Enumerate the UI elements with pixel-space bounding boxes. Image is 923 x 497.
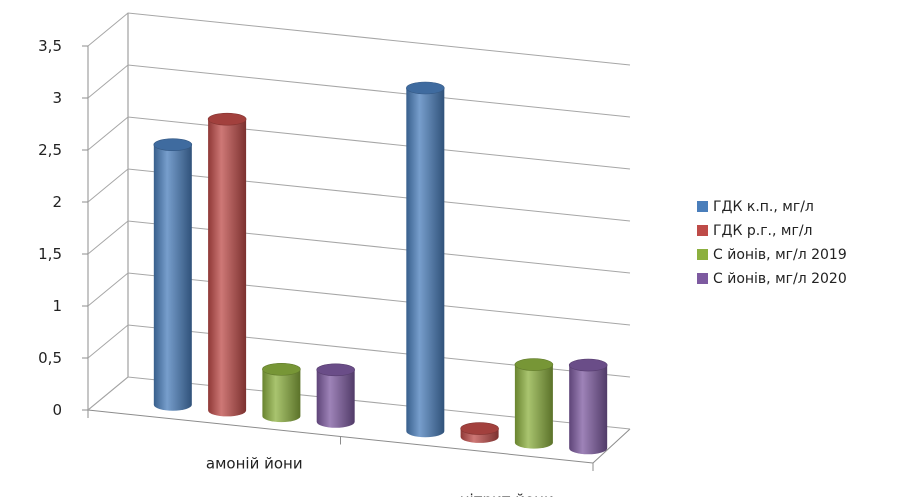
bar-body — [569, 365, 608, 455]
bar-body — [316, 369, 355, 428]
bar-top — [207, 112, 247, 126]
legend-label: ГДК р.г., мг/л — [713, 223, 813, 239]
y-tick-label: 0,5 — [38, 349, 62, 367]
y-tick-label: 0 — [52, 401, 62, 419]
gridline — [87, 220, 631, 274]
bar-body — [153, 144, 192, 411]
y-axis-ticks: 0 0,5 1 1,5 2 2,5 3 3,5 — [38, 37, 88, 419]
x-category-label: амоній йони — [206, 454, 303, 472]
legend-label: С йонів, мг/л 2020 — [713, 271, 847, 287]
legend-swatch — [697, 249, 708, 260]
bar-body — [208, 119, 247, 417]
y-tick-label: 3 — [52, 89, 62, 107]
bar — [207, 112, 247, 417]
bar-top — [406, 81, 445, 95]
bar-top — [316, 363, 355, 377]
bar — [514, 358, 554, 449]
legend-label: С йонів, мг/л 2019 — [713, 247, 847, 263]
bar-body — [406, 88, 445, 438]
bar-body — [514, 364, 553, 449]
gridline — [87, 324, 631, 378]
legend: ГДК к.п., мг/л ГДК р.г., мг/л С йонів, мг/… — [697, 199, 847, 287]
bar-top — [568, 358, 608, 372]
bar — [316, 363, 355, 428]
bar — [568, 358, 608, 455]
y-tick-label: 2 — [52, 193, 62, 211]
bar-top — [153, 138, 193, 152]
y-tick-label: 1,5 — [38, 245, 62, 263]
bar-top — [262, 362, 301, 376]
legend-swatch — [697, 273, 708, 284]
gridlines — [87, 12, 631, 430]
bar-top — [460, 422, 499, 435]
gridline — [87, 168, 631, 222]
legend-label: ГДК к.п., мг/л — [713, 199, 814, 215]
gridline — [87, 116, 631, 170]
gridline — [87, 376, 631, 430]
bar — [406, 81, 445, 438]
x-category-label: нітрит йони — [460, 491, 554, 497]
gridline — [87, 64, 631, 118]
bar-top — [514, 358, 554, 371]
bar — [153, 138, 193, 411]
legend-swatch — [697, 225, 708, 236]
bars — [153, 81, 608, 455]
y-tick-label: 2,5 — [38, 141, 62, 159]
x-axis-categories: амоній йони нітрит йони — [206, 454, 554, 497]
gridline — [87, 12, 631, 66]
y-tick-label: 3,5 — [38, 37, 62, 55]
bar-body — [262, 369, 301, 423]
bar — [262, 362, 301, 423]
y-tick-label: 1 — [52, 297, 62, 315]
legend-swatch — [697, 201, 708, 212]
bar — [460, 422, 499, 443]
floor-right-edge — [592, 428, 631, 464]
gridline — [87, 272, 631, 326]
